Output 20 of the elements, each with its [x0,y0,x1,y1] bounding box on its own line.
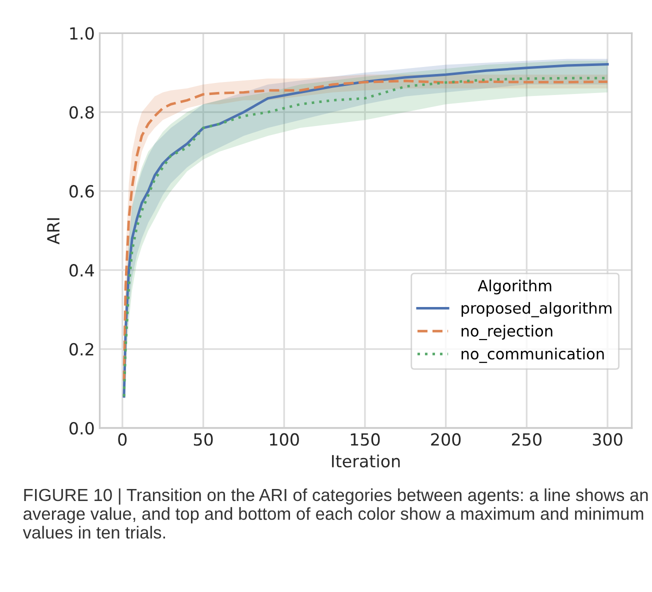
legend-label: proposed_algorithm [462,302,612,318]
x-tick-label: 200 [431,433,461,446]
x-tick-label: 50 [194,433,213,446]
legend-label: no_rejection [462,324,552,340]
x-tick-label: 250 [512,433,542,446]
x-tick-label: 300 [592,433,622,446]
x-tick-label: 100 [270,433,299,446]
y-tick-label: 0.6 [69,185,94,198]
y-tick-label: 0.8 [69,106,94,119]
legend-label: no_communication [462,348,604,363]
x-axis-title: Iteration [332,454,400,468]
y-tick-label: 0.2 [69,343,94,356]
x-tick-label: 0 [118,433,127,446]
y-axis-title: ARI [47,218,60,244]
x-tick-label: 150 [350,433,380,446]
y-tick-label: 0.4 [69,264,94,277]
y-tick-label: 1.0 [70,27,94,40]
legend-title: Algorithm [478,280,552,294]
y-tick-label: 0.0 [69,422,94,435]
caption: FIGURE 10 | Transition on the ARI of categories between agents: a line shows an average value, and top and bottom of each color show a maximum and minimum values in ten trials. [22,488,648,539]
